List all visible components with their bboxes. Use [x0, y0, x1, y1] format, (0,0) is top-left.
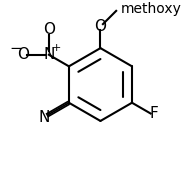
Text: O: O — [43, 22, 55, 37]
Text: −: − — [9, 41, 22, 56]
Text: O: O — [94, 19, 106, 34]
Text: +: + — [52, 43, 61, 53]
Text: O: O — [17, 47, 29, 62]
Text: N: N — [43, 47, 55, 62]
Text: methoxy: methoxy — [121, 2, 182, 16]
Text: N: N — [38, 110, 49, 125]
Text: F: F — [150, 106, 158, 121]
